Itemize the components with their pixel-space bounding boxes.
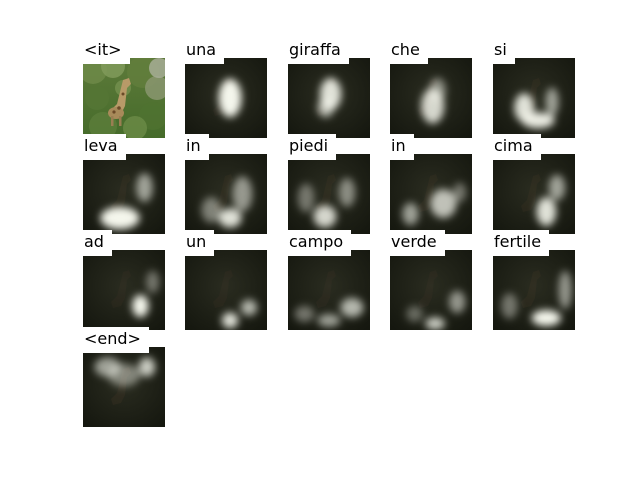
attention-thumbnail bbox=[493, 154, 575, 234]
attention-map bbox=[406, 290, 466, 330]
attention-map bbox=[536, 174, 566, 226]
token-panel: leva bbox=[83, 134, 165, 234]
token-panel: giraffa bbox=[288, 38, 370, 138]
token-panel: campo bbox=[288, 230, 370, 330]
token-label: piedi bbox=[288, 134, 337, 160]
token-label: leva bbox=[83, 134, 126, 160]
attention-thumbnail bbox=[288, 58, 370, 138]
giraffe-figure bbox=[108, 78, 131, 126]
attention-map bbox=[201, 176, 253, 228]
token-label: cima bbox=[493, 134, 541, 160]
attention-thumbnail bbox=[185, 250, 267, 330]
attention-thumbnail bbox=[83, 154, 165, 234]
token-panel: verde bbox=[390, 230, 472, 330]
attention-map bbox=[221, 299, 258, 329]
token-panel: ad bbox=[83, 230, 165, 330]
attention-map bbox=[94, 357, 156, 387]
token-label: <it> bbox=[83, 38, 130, 64]
attention-map bbox=[294, 298, 364, 327]
token-label: ad bbox=[83, 230, 112, 256]
token-label: campo bbox=[288, 230, 352, 256]
token-panel: una bbox=[185, 38, 267, 138]
token-panel: in bbox=[390, 134, 472, 234]
attention-thumbnail bbox=[83, 250, 165, 330]
token-panel: un bbox=[185, 230, 267, 330]
token-panel: piedi bbox=[288, 134, 370, 234]
token-label: che bbox=[390, 38, 428, 64]
attention-map bbox=[100, 173, 153, 230]
attention-map bbox=[317, 78, 342, 118]
token-label: verde bbox=[390, 230, 445, 256]
token-label: si bbox=[493, 38, 515, 64]
token-label: <end> bbox=[83, 327, 149, 353]
token-label: in bbox=[390, 134, 414, 160]
attention-map bbox=[421, 78, 446, 124]
attention-thumbnail bbox=[185, 154, 267, 234]
attention-map bbox=[402, 182, 467, 226]
token-panel: in bbox=[185, 134, 267, 234]
attention-thumbnail bbox=[390, 58, 472, 138]
attention-thumbnail bbox=[185, 58, 267, 138]
token-panel: fertile bbox=[493, 230, 575, 330]
attention-map bbox=[501, 270, 572, 326]
attention-map bbox=[514, 87, 559, 129]
token-panel: <it> bbox=[83, 38, 165, 138]
attention-map bbox=[218, 78, 242, 118]
token-panel: cima bbox=[493, 134, 575, 234]
attention-thumbnail bbox=[390, 250, 472, 330]
token-label: un bbox=[185, 230, 215, 256]
attention-thumbnail bbox=[288, 154, 370, 234]
token-label: in bbox=[185, 134, 209, 160]
token-label: fertile bbox=[493, 230, 550, 256]
token-label: una bbox=[185, 38, 225, 64]
attention-map bbox=[297, 178, 356, 228]
token-panel: si bbox=[493, 38, 575, 138]
attention-thumbnail bbox=[493, 250, 575, 330]
token-panel: <end> bbox=[83, 327, 165, 427]
token-panel: che bbox=[390, 38, 472, 138]
attention-thumbnail bbox=[493, 58, 575, 138]
attention-thumbnail bbox=[288, 250, 370, 330]
attention-thumbnail bbox=[390, 154, 472, 234]
token-label: giraffa bbox=[288, 38, 349, 64]
source-photo bbox=[83, 58, 165, 138]
attention-thumbnail bbox=[83, 347, 165, 427]
attention-map bbox=[132, 270, 160, 318]
